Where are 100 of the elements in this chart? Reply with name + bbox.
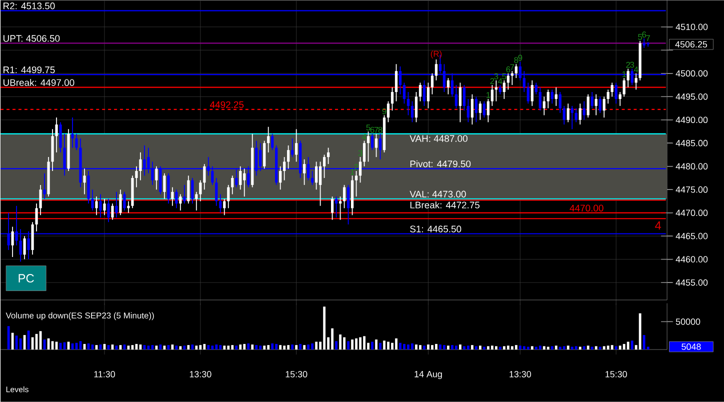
candlestick <box>530 80 534 106</box>
bar <box>586 346 590 350</box>
bar <box>207 345 210 350</box>
bar <box>239 344 242 350</box>
annotation: 3 <box>630 62 634 68</box>
annotation: 9 <box>518 54 522 61</box>
candlestick <box>486 98 490 123</box>
bar <box>287 345 290 350</box>
y-tick-label: 4490.00 <box>676 116 708 124</box>
candlestick <box>318 161 322 206</box>
bar <box>451 345 454 350</box>
bar <box>439 344 442 350</box>
bar <box>423 346 426 350</box>
candlestick <box>195 192 198 211</box>
bar <box>562 346 566 350</box>
bar <box>211 346 214 350</box>
bar <box>379 342 382 350</box>
bar <box>399 342 402 350</box>
candlestick <box>322 154 326 178</box>
bar <box>295 345 298 350</box>
y-tick-label: 4470.00 <box>676 210 708 216</box>
candlestick <box>119 189 122 216</box>
bar <box>383 340 386 350</box>
candlestick <box>390 86 394 112</box>
candlestick <box>534 82 538 95</box>
bar <box>215 344 218 350</box>
annotation: 9 <box>382 108 386 114</box>
candlestick <box>191 178 194 204</box>
candlestick <box>386 100 390 123</box>
candlestick <box>139 152 142 181</box>
candlestick <box>91 189 94 211</box>
candlestick <box>99 194 102 218</box>
candlestick <box>478 100 482 120</box>
text: 4 <box>655 221 662 230</box>
candlestick <box>346 184 350 225</box>
annotation: 8 <box>378 126 382 133</box>
candlestick <box>414 92 418 123</box>
bar <box>490 346 494 350</box>
candlestick <box>338 196 342 220</box>
candlestick <box>606 89 610 104</box>
bar <box>447 346 450 350</box>
candlestick <box>215 178 218 206</box>
bar <box>614 346 618 350</box>
candlestick <box>410 100 414 123</box>
candlestick <box>406 92 410 116</box>
candlestick <box>362 140 366 167</box>
bar <box>363 336 366 350</box>
candlestick <box>291 138 294 158</box>
ref-line-label: UPT: 4506.50 <box>3 35 60 42</box>
bar <box>355 338 358 350</box>
ref-line-label: VAL: 4473.00 <box>410 190 466 198</box>
bar <box>467 346 470 350</box>
annotation: 6 <box>370 126 374 133</box>
candlestick <box>422 80 426 106</box>
bar <box>275 344 278 350</box>
candlestick <box>183 184 186 204</box>
candlestick <box>502 80 506 100</box>
bar <box>602 346 606 350</box>
bar <box>387 342 390 350</box>
bar <box>582 346 586 350</box>
candlestick <box>474 96 478 123</box>
y-tick-label: 4455.00 <box>676 279 708 286</box>
bar <box>514 345 518 350</box>
bar <box>155 346 158 350</box>
candlestick <box>283 156 286 181</box>
y-tick-label: 4510.00 <box>676 24 708 30</box>
y-tick-label: 4485.00 <box>676 140 708 146</box>
bar <box>435 344 438 350</box>
candlestick <box>434 59 438 81</box>
candlestick <box>271 133 274 151</box>
candlestick <box>402 82 406 104</box>
candlestick <box>610 82 614 98</box>
annotation: 4 <box>362 134 366 140</box>
bar <box>610 345 614 350</box>
candlestick <box>43 172 46 200</box>
bar <box>642 335 646 350</box>
bar <box>622 344 626 350</box>
bar <box>255 345 258 350</box>
candlestick <box>315 161 318 190</box>
candlestick <box>634 72 638 90</box>
bar <box>375 340 378 350</box>
bar <box>227 346 230 350</box>
ref-line-label: R2: 4513.50 <box>4 2 55 10</box>
candlestick <box>506 72 510 90</box>
candlestick <box>570 106 574 130</box>
bar <box>530 346 534 350</box>
bar <box>479 346 482 350</box>
bar <box>299 344 302 350</box>
y-tick-label: 4495.00 <box>676 94 708 100</box>
bar <box>259 346 262 350</box>
bar <box>279 345 282 350</box>
candlestick <box>558 92 562 114</box>
candlestick <box>470 94 474 126</box>
candlestick <box>482 100 486 118</box>
bar <box>311 343 314 350</box>
bar <box>590 346 594 350</box>
bar <box>638 313 642 350</box>
annotation: 7 <box>374 127 378 133</box>
candlestick <box>618 92 622 106</box>
ref-line-label: LBreak: 4472.75 <box>410 201 480 208</box>
